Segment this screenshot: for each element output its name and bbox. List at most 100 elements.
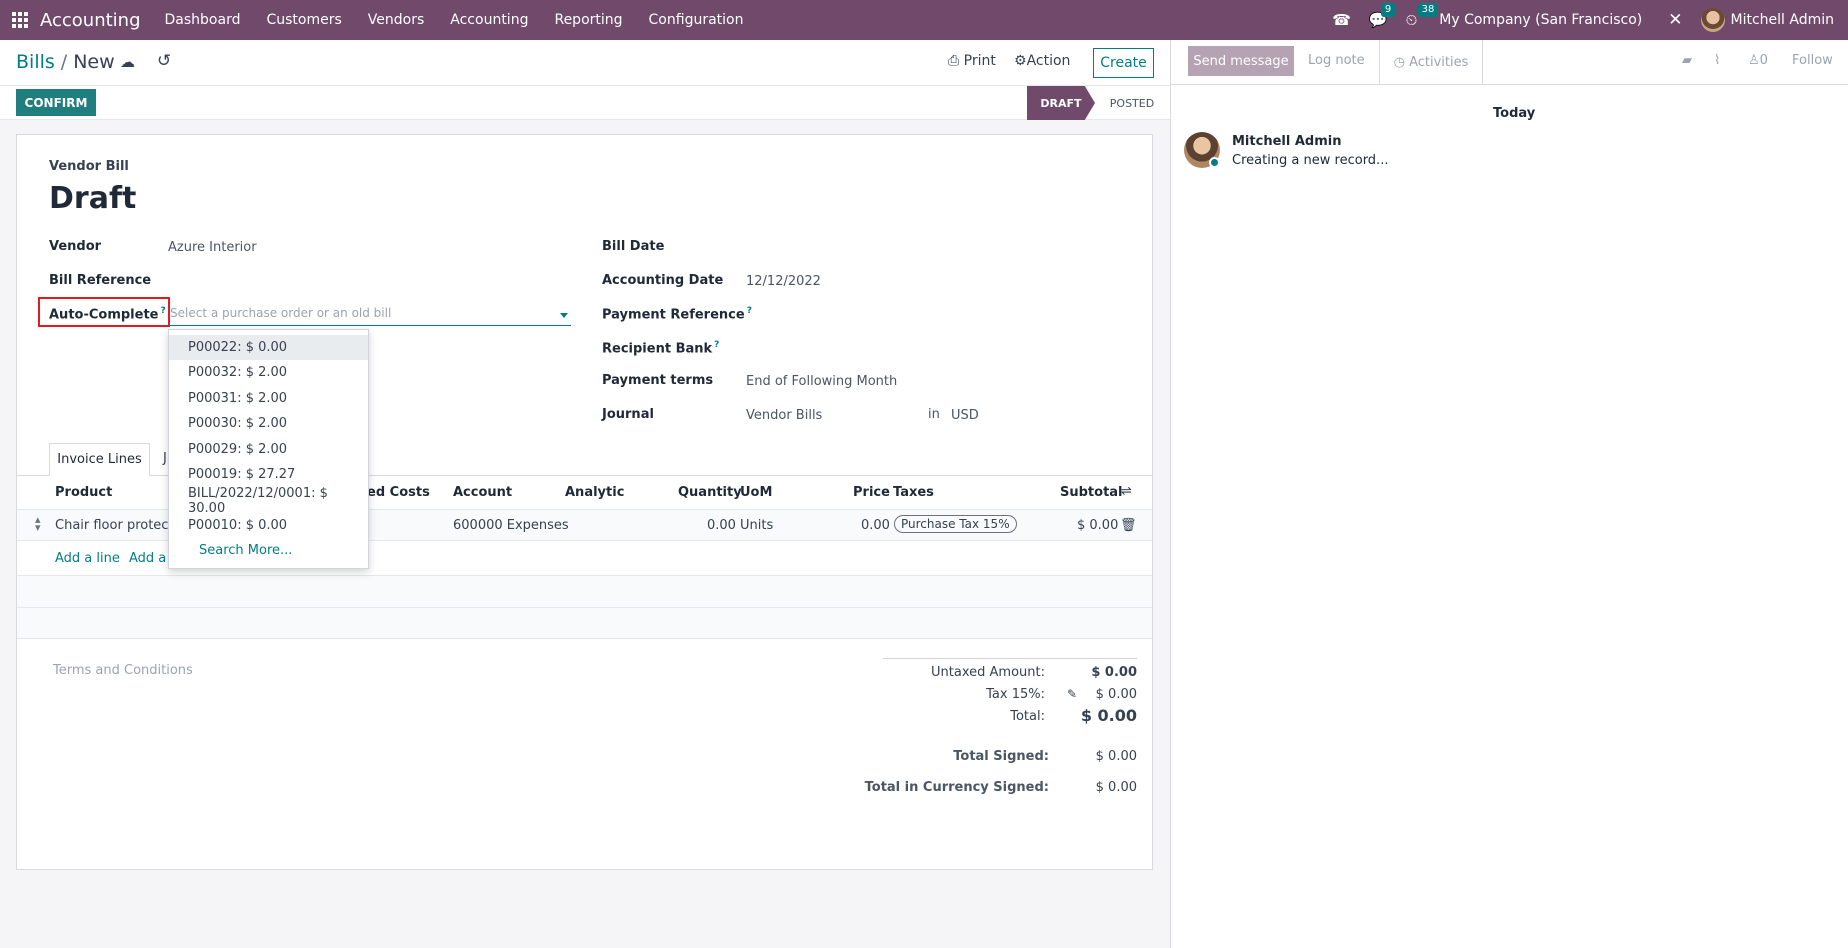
control-panel: Bills / New ☁ ↺ ⎙ Print ⚙Action Create (0, 40, 1170, 86)
autocomplete-highlight-box (38, 297, 170, 327)
online-status-icon (1209, 157, 1220, 168)
journal-field[interactable]: Vendor Bills (746, 408, 823, 423)
trash-icon[interactable]: 🗑 (1120, 518, 1137, 533)
dropdown-option[interactable]: P00010: $ 0.00 (188, 518, 288, 533)
menu-configuration[interactable]: Configuration (648, 12, 744, 28)
col-taxes[interactable]: Taxes (893, 485, 934, 500)
payment-terms-label: Payment terms (602, 373, 714, 388)
person-icon: ♙ (1748, 53, 1760, 68)
followers-button[interactable]: ♙0 (1748, 53, 1768, 68)
company-switcher[interactable]: My Company (San Francisco) (1439, 12, 1643, 28)
recipient-bank-label-text: Recipient Bank (602, 341, 713, 357)
discard-undo-icon[interactable]: ↺ (157, 51, 172, 71)
col-price[interactable]: Price (853, 485, 890, 500)
untaxed-amount-label: Untaxed Amount: (931, 665, 1045, 680)
message-author[interactable]: Mitchell Admin (1232, 134, 1342, 149)
menu-vendors[interactable]: Vendors (367, 12, 425, 28)
action-button[interactable]: ⚙Action (1014, 53, 1070, 69)
currency-field[interactable]: USD (951, 408, 979, 423)
bill-date-field[interactable] (746, 235, 1136, 255)
log-note-button[interactable]: Log note (1308, 53, 1365, 68)
col-product[interactable]: Product (55, 485, 113, 500)
menu-customers[interactable]: Customers (266, 12, 342, 28)
confirm-button[interactable]: CONFIRM (16, 89, 96, 116)
dropdown-option[interactable]: P00019: $ 27.27 (188, 467, 296, 482)
send-message-button[interactable]: Send message (1188, 46, 1294, 76)
dropdown-option[interactable]: P00022: $ 0.00 (169, 335, 368, 360)
tab-invoice-lines[interactable]: Invoice Lines (49, 443, 150, 476)
stage-posted: POSTED (1109, 96, 1155, 110)
app-brand[interactable]: Accounting (40, 9, 141, 31)
total-currency-signed-label: Total in Currency Signed: (864, 780, 1049, 795)
row-quantity[interactable]: 0.00 (707, 518, 736, 533)
add-section-link[interactable]: Add a s (129, 551, 178, 566)
activities-clock-icon[interactable]: ⏲ 38 (1406, 3, 1439, 29)
total-value: $ 0.00 (1080, 706, 1137, 725)
tax-value: $ 0.00 (1095, 687, 1137, 702)
messages-icon[interactable]: 💬 9 (1369, 3, 1396, 29)
menu-reporting[interactable]: Reporting (554, 12, 623, 28)
accounting-date-field[interactable]: 12/12/2022 (746, 274, 821, 289)
pencil-icon[interactable]: ✎ (1067, 687, 1078, 701)
row-uom[interactable]: Units (740, 518, 774, 533)
help-icon[interactable]: ? (714, 340, 720, 350)
col-quantity[interactable]: Quantity (678, 485, 742, 500)
action-label: Action (1026, 53, 1071, 69)
apps-menu-icon[interactable] (0, 0, 40, 40)
col-uom[interactable]: UoM (740, 485, 773, 500)
total-currency-signed-value: $ 0.00 (1095, 780, 1137, 795)
dropdown-option[interactable]: P00030: $ 2.00 (188, 416, 288, 431)
payment-terms-field[interactable]: End of Following Month (746, 374, 898, 389)
create-button[interactable]: Create (1093, 48, 1154, 78)
vendor-field[interactable]: Azure Interior (168, 240, 257, 255)
col-analytic[interactable]: Analytic (565, 485, 625, 500)
col-subtotal[interactable]: Subtotal (1060, 485, 1123, 500)
row-product[interactable]: Chair floor protecti (55, 518, 178, 533)
chatter-divider (1171, 84, 1848, 85)
stage-draft: DRAFT (1027, 86, 1095, 120)
col-account[interactable]: Account (453, 485, 513, 500)
total-signed-value: $ 0.00 (1095, 749, 1137, 764)
phone-icon[interactable]: ☎ (1332, 11, 1351, 29)
follow-button[interactable]: Follow (1792, 53, 1833, 68)
autocomplete-input[interactable]: Select a purchase order or an old bill (168, 306, 571, 326)
user-menu[interactable]: Mitchell Admin (1730, 12, 1835, 28)
debug-tools-icon[interactable]: ✕ (1668, 10, 1683, 30)
terms-and-conditions-field[interactable]: Terms and Conditions (53, 663, 193, 678)
dropdown-option[interactable]: P00031: $ 2.00 (188, 391, 288, 406)
status-bar: CONFIRM DRAFT POSTED (0, 86, 1170, 120)
clock-icon: ◷ (1393, 54, 1405, 70)
paperclip-icon[interactable]: ⌇ (1714, 53, 1721, 68)
dropdown-option[interactable]: BILL/2022/12/0001: $ 30.00 (188, 485, 328, 516)
user-avatar[interactable] (1700, 8, 1725, 32)
caret-down-icon[interactable] (560, 313, 568, 318)
col-landed-costs[interactable]: ed Costs (367, 485, 430, 500)
tab-journal-items[interactable]: J (163, 451, 167, 466)
add-line-link[interactable]: Add a line (55, 551, 120, 566)
print-button[interactable]: ⎙ Print (948, 53, 996, 69)
book-icon[interactable]: ▰ (1682, 53, 1692, 68)
breadcrumb: Bills / New (16, 51, 115, 73)
save-cloud-icon[interactable]: ☁ (120, 53, 135, 71)
drag-handle-icon[interactable]: ▴ ▾ (35, 513, 41, 534)
payment-reference-label: Payment Reference? (602, 306, 752, 322)
menu-dashboard[interactable]: Dashboard (164, 12, 241, 28)
dropdown-option[interactable]: P00032: $ 2.00 (188, 365, 288, 380)
activities-button[interactable]: ◷ Activities (1379, 40, 1483, 84)
breadcrumb-separator: / (60, 51, 68, 73)
accounting-date-label: Accounting Date (602, 273, 724, 288)
bill-reference-field[interactable] (168, 269, 571, 289)
row-account[interactable]: 600000 Expenses (453, 518, 569, 533)
dropdown-option[interactable]: P00029: $ 2.00 (188, 442, 288, 457)
help-icon[interactable]: ? (746, 306, 752, 316)
untaxed-amount-value: $ 0.00 (1091, 665, 1137, 680)
bill-reference-label: Bill Reference (49, 273, 152, 288)
row-price[interactable]: 0.00 (861, 518, 890, 533)
help-icon[interactable]: ? (160, 306, 166, 316)
menu-accounting[interactable]: Accounting (450, 12, 529, 28)
breadcrumb-bills[interactable]: Bills (16, 51, 55, 73)
optional-columns-icon[interactable]: ⇌ (1121, 484, 1132, 499)
row-tax-badge[interactable]: Purchase Tax 15% (894, 515, 1017, 533)
empty-row (17, 575, 1152, 607)
search-more-link[interactable]: Search More... (199, 543, 293, 558)
